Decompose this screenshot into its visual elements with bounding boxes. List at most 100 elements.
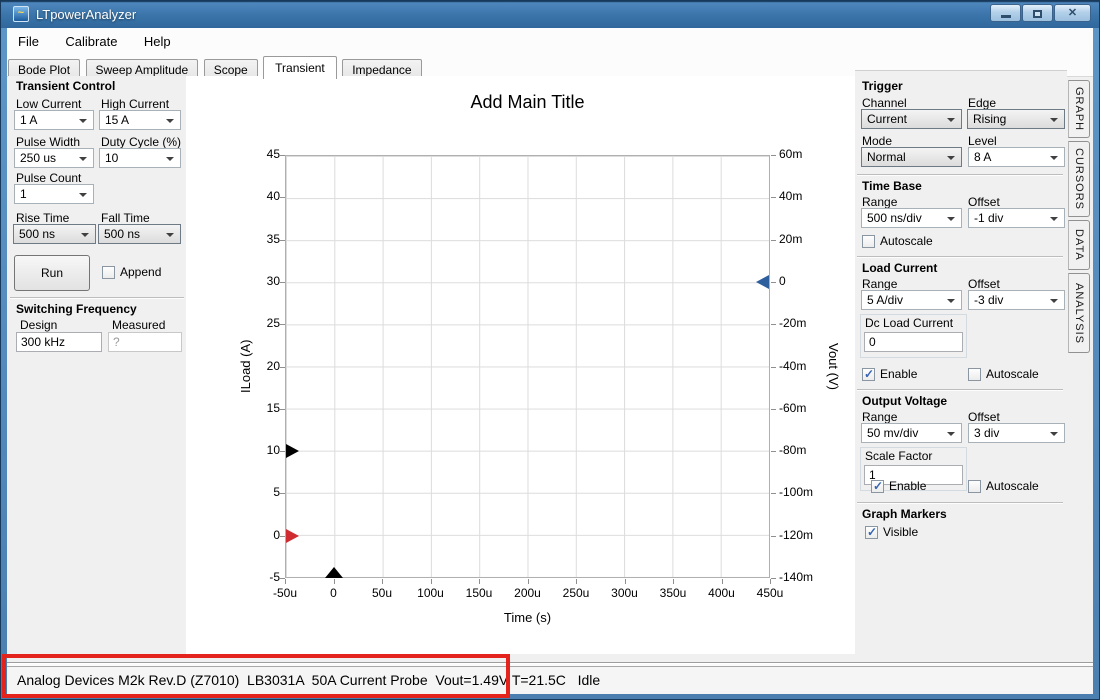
duty-cycle-select[interactable]: 10 (99, 148, 181, 168)
tab-bode-plot[interactable]: Bode Plot (8, 59, 81, 79)
y-left-tick-label: 30 (266, 273, 280, 288)
vout-offset-value: 3 div (974, 426, 1000, 440)
vout-enable-checkbox[interactable] (871, 479, 884, 493)
tab-impedance[interactable]: Impedance (342, 59, 422, 79)
side-tab-analysis[interactable]: ANALYSIS (1068, 273, 1090, 353)
tab-sweep-amplitude[interactable]: Sweep Amplitude (85, 59, 199, 79)
load-enable-checkbox[interactable] (862, 367, 875, 381)
scale-factor-input[interactable]: 1 (864, 465, 963, 485)
trigger-channel-value: Current (867, 112, 908, 126)
menu-item-help[interactable]: Help (143, 34, 171, 49)
y-left-tick-label: 25 (266, 316, 280, 331)
markers-visible-checkbox[interactable] (865, 525, 878, 539)
load-autoscale-row[interactable]: Autoscale (968, 367, 1039, 381)
y-right-tick-label: 40m (779, 189, 803, 204)
divider (857, 389, 1063, 391)
high-current-select[interactable]: 15 A (99, 110, 181, 130)
design-input[interactable]: 300 kHz (16, 332, 102, 352)
y-left-tick-label: 5 (273, 485, 280, 500)
rise-time-select[interactable]: 500 ns (13, 224, 96, 244)
trigger-edge-select[interactable]: Rising (967, 109, 1065, 129)
low-current-label: Low Current (16, 97, 82, 111)
load-enable-row[interactable]: Enable (862, 367, 917, 381)
chevron-down-icon (166, 119, 174, 123)
trigger-level-select[interactable]: 8 A (968, 147, 1065, 167)
x-tick-label: 350u (659, 586, 687, 600)
menu-bar: File Calibrate Help (7, 28, 1093, 56)
plot-area[interactable] (285, 155, 770, 578)
vout-zero-marker[interactable] (756, 274, 769, 289)
section-title: Switching Frequency (16, 302, 137, 316)
fall-time-label: Fall Time (101, 211, 150, 225)
load-enable-label: Enable (880, 367, 918, 381)
vout-range-select[interactable]: 50 mv/div (861, 423, 962, 443)
y-right-tick-mark (771, 408, 776, 410)
append-checkbox-row[interactable]: Append (102, 265, 161, 279)
pulse-width-select[interactable]: 250 us (14, 148, 94, 168)
transient-control-panel: Transient Control Low Current 1 A High C… (8, 76, 186, 654)
x-tick-label: 450u (756, 586, 784, 600)
y-right-tick-mark (771, 535, 776, 537)
y-left-tick-label: 40 (266, 189, 280, 204)
chevron-down-icon (947, 217, 955, 221)
fall-time-select[interactable]: 500 ns (98, 224, 181, 244)
pulse-count-select[interactable]: 1 (14, 184, 94, 204)
y-right-tick-label: 20m (779, 231, 803, 246)
trigger-mode-select[interactable]: Normal (861, 147, 962, 167)
side-tab-cursors[interactable]: CURSORS (1068, 141, 1090, 217)
vout-autoscale-row[interactable]: Autoscale (968, 479, 1039, 493)
timebase-range-value: 500 ns/div (867, 211, 922, 225)
side-tab-data[interactable]: DATA (1068, 220, 1090, 270)
load-autoscale-checkbox[interactable] (968, 367, 981, 381)
y-left-tick-mark (280, 155, 285, 156)
vout-enable-row[interactable]: Enable (871, 479, 926, 493)
x-tick-mark (333, 579, 335, 584)
x-tick-mark (673, 579, 674, 584)
timebase-offset-value: -1 div (974, 211, 1004, 225)
dc-load-current-input[interactable]: 0 (864, 332, 963, 352)
timebase-range-select[interactable]: 500 ns/div (861, 208, 962, 228)
timebase-offset-select[interactable]: -1 div (968, 208, 1065, 228)
minimize-button[interactable] (990, 4, 1021, 22)
timebase-autoscale-checkbox[interactable] (862, 234, 875, 248)
duty-cycle-value: 10 (105, 151, 119, 165)
append-checkbox[interactable] (102, 265, 115, 279)
y-right-tick-label: 60m (779, 147, 803, 161)
close-button[interactable]: ✕ (1054, 4, 1091, 22)
title-bar[interactable]: ~ LTpowerAnalyzer ✕ (0, 0, 1100, 28)
chevron-down-icon (1050, 156, 1058, 160)
timebase-offset-label: Offset (968, 195, 1000, 209)
markers-visible-row[interactable]: Visible (865, 525, 918, 539)
time-zero-marker[interactable] (324, 567, 343, 578)
menu-item-calibrate[interactable]: Calibrate (65, 34, 118, 49)
trigger-level-label: Level (968, 134, 997, 148)
client-area: File Calibrate Help Bode Plot Sweep Ampl… (7, 28, 1093, 694)
y-right-tick-mark (771, 324, 776, 326)
y-left-tick-label: 15 (266, 400, 280, 415)
timebase-autoscale-row[interactable]: Autoscale (862, 234, 933, 248)
load-range-select[interactable]: 5 A/div (861, 290, 962, 310)
x-tick-label: 50u (371, 586, 393, 600)
rise-time-label: Rise Time (16, 211, 70, 225)
low-current-select[interactable]: 1 A (14, 110, 94, 130)
iload-high-marker[interactable] (286, 444, 299, 459)
tab-transient[interactable]: Transient (263, 56, 337, 79)
high-current-value: 15 A (105, 113, 130, 127)
chevron-down-icon (79, 157, 87, 161)
chevron-down-icon (1050, 432, 1058, 436)
y-left-tick-label: 0 (273, 527, 280, 542)
y-right-tick-mark (771, 366, 776, 368)
maximize-button[interactable] (1022, 4, 1053, 22)
iload-low-marker[interactable] (286, 528, 299, 543)
side-tab-graph[interactable]: GRAPH (1068, 80, 1090, 138)
vout-autoscale-checkbox[interactable] (968, 479, 981, 493)
tab-scope[interactable]: Scope (203, 59, 258, 79)
chevron-down-icon (947, 118, 955, 122)
x-tick-mark (527, 579, 529, 584)
trigger-channel-select[interactable]: Current (861, 109, 962, 129)
run-button[interactable]: Run (14, 255, 90, 291)
menu-item-file[interactable]: File (18, 34, 39, 49)
vout-offset-select[interactable]: 3 div (968, 423, 1065, 443)
load-offset-select[interactable]: -3 div (968, 290, 1065, 310)
chart-title[interactable]: Add Main Title (470, 92, 585, 112)
